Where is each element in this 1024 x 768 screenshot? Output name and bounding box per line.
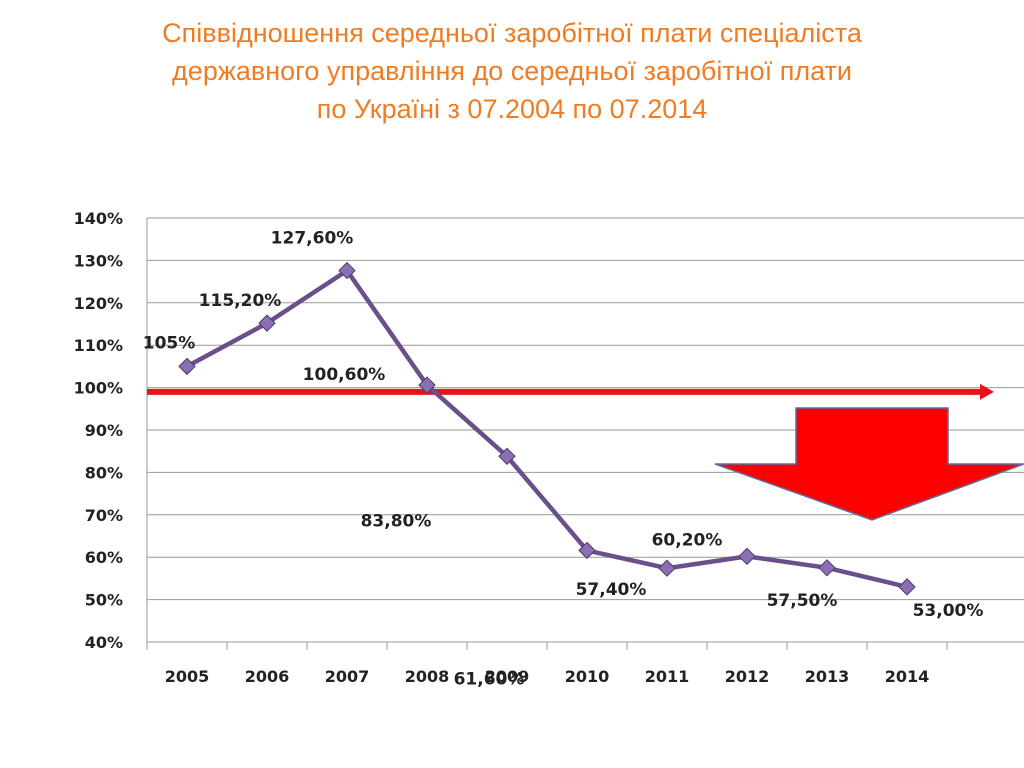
data-point [818,559,836,577]
x-tick-label: 2014 [885,667,930,686]
x-tick-label: 2007 [325,667,370,686]
x-tick-label: 2011 [645,667,690,686]
y-tick-label: 70% [85,506,123,525]
data-label: 100,60% [303,365,386,385]
series-polyline [185,268,908,590]
data-labels: 105% 115,20% 127,60% 100,60% 83,80% 61,60% 57,… [143,229,984,690]
chart-title: Співвідношення середньої заробітної плат… [40,14,984,128]
data-point [578,541,596,560]
x-tick-label: 2008 [405,667,450,686]
y-tick-label: 50% [85,591,123,610]
data-label: 61,60% [454,669,525,689]
down-arrow [714,407,1024,521]
title-line-3: по Україні з 07.2004 по 07.2014 [316,94,708,124]
y-tick-label: 110% [74,336,123,355]
y-tick-label: 140% [74,209,123,228]
data-point [738,547,756,566]
x-tick-label: 2012 [725,667,770,686]
data-label: 53,00% [913,601,984,621]
data-label: 105% [143,333,196,353]
x-tick-label: 2005 [165,667,210,686]
data-point [658,559,676,577]
y-tick-label: 100% [74,379,123,398]
y-tick-labels: 40% 50% 60% 70% 80% 90% 100% 110% 120% 130% 140% [74,209,123,652]
x-tick-label: 2009 [485,667,530,686]
x-tick-label: 2013 [805,667,850,686]
title-line-1: Співвідношення середньої заробітної плат… [162,18,862,48]
data-point [338,261,356,280]
title-line-2: державного управління до середньої зароб… [172,56,852,86]
data-label: 83,80% [361,511,432,531]
y-tick-label: 40% [85,633,123,652]
y-tick-label: 80% [85,463,123,482]
data-label: 127,60% [271,229,354,249]
data-point [898,578,916,596]
x-tick-label: 2010 [565,667,610,686]
data-point [258,314,276,332]
x-tick-label: 2006 [245,667,290,686]
data-label: 57,50% [767,591,838,611]
axes [146,218,948,650]
y-tick-label: 90% [85,421,123,440]
down-arrow-shape [714,407,1024,521]
data-label: 57,40% [576,580,647,600]
series-line [185,268,908,590]
y-tick-label: 120% [74,294,123,313]
reference-arrowhead [980,383,994,400]
data-points [178,261,916,596]
y-tick-label: 60% [85,548,123,567]
y-tick-label: 130% [74,251,123,270]
data-label: 60,20% [652,530,723,550]
x-tick-labels: 2005 2006 2007 2008 2009 2010 2011 2012 2013 2014 [165,667,930,686]
data-point [418,376,436,394]
data-point [498,447,516,465]
data-point [178,357,196,376]
reference-arrow [147,383,994,400]
data-label: 115,20% [199,291,282,311]
